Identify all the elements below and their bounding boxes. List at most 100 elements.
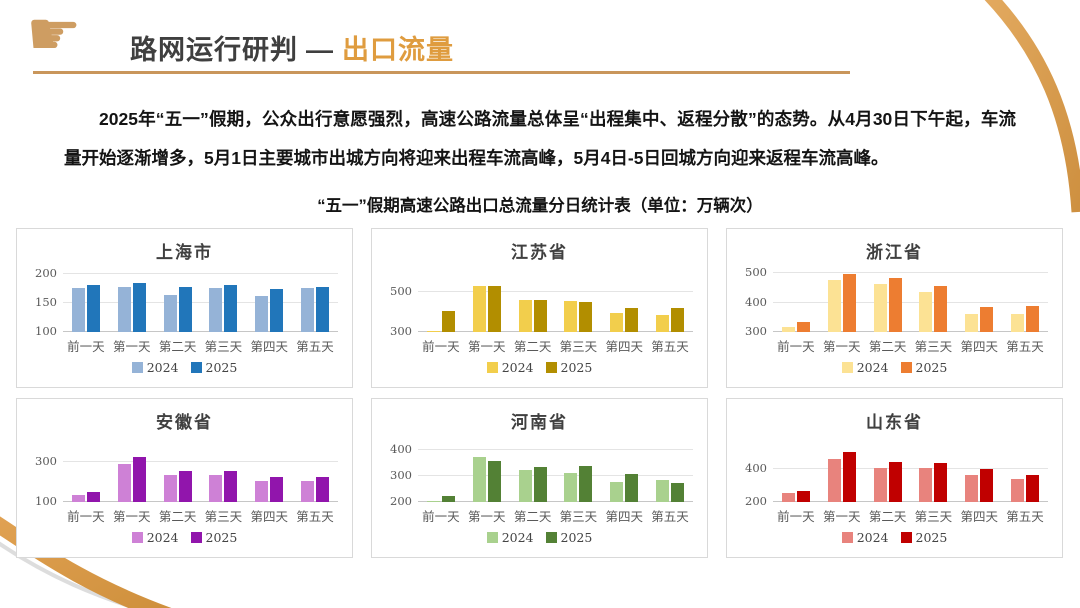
bar-2025-前一天	[87, 285, 100, 332]
bar-2024-第二天	[519, 470, 532, 502]
legend-swatch	[190, 532, 202, 543]
legend-swatch	[486, 362, 498, 373]
bar-2024-第五天	[656, 480, 669, 502]
legend-swatch	[545, 362, 557, 373]
gridline	[63, 302, 338, 303]
pointing-hand-icon: ☛	[26, 0, 82, 69]
bar-2025-第二天	[534, 467, 547, 502]
bar-2024-第五天	[1011, 479, 1024, 502]
x-axis-label: 第三天	[914, 510, 953, 524]
legend-swatch	[841, 532, 853, 543]
bar-2024-第二天	[164, 295, 177, 332]
legend-label: 2024	[501, 360, 534, 375]
legend-label: 2025	[560, 360, 593, 375]
bar-2024-第三天	[564, 473, 577, 502]
bar-2024-第二天	[874, 284, 887, 332]
bar-2024-第四天	[965, 475, 978, 502]
y-axis-tick: 100	[35, 324, 57, 338]
chart-legend: 2024 2025	[17, 360, 352, 375]
bar-2025-第五天	[671, 483, 684, 502]
legend-swatch	[900, 532, 912, 543]
x-axis-label: 第一天	[112, 340, 151, 354]
legend-item-2024: 2024	[486, 360, 534, 375]
chart-x-labels: 前一天 第一天 第二天 第三天 第四天 第五天	[63, 506, 338, 525]
x-axis-label: 第二天	[513, 340, 552, 354]
legend-item-2025: 2025	[900, 530, 948, 545]
y-axis-tick: 300	[745, 324, 767, 338]
bar-2025-第五天	[1026, 475, 1039, 502]
chart-plot: 300 400 500	[745, 266, 1048, 338]
x-axis-label: 第五天	[651, 510, 689, 524]
x-axis-label: 第二天	[158, 340, 197, 354]
chart-x-labels: 前一天 第一天 第二天 第三天 第四天 第五天	[773, 506, 1048, 525]
bar-2025-第三天	[934, 286, 947, 332]
chart-title: 上海市	[156, 243, 213, 262]
x-axis-label: 前一天	[67, 510, 105, 524]
legend-item-2024: 2024	[841, 530, 889, 545]
x-axis-label: 第二天	[868, 340, 907, 354]
legend-swatch	[131, 532, 143, 543]
bar-2025-第一天	[843, 452, 856, 502]
x-axis-label: 第五天	[651, 340, 689, 354]
y-axis-tick: 200	[35, 266, 57, 280]
legend-item-2025: 2025	[190, 360, 237, 375]
page-title-main: 路网运行研判	[130, 35, 298, 65]
chart-title: 山东省	[866, 413, 923, 432]
bar-2025-第二天	[889, 462, 902, 502]
bar-2025-第五天	[1026, 306, 1039, 332]
x-axis-label: 第四天	[960, 340, 998, 354]
bar-2024-第五天	[656, 315, 669, 332]
bar-2025-第二天	[889, 278, 902, 332]
gridline	[63, 273, 338, 274]
bar-2025-第四天	[270, 477, 283, 502]
x-axis-label: 第四天	[605, 510, 643, 524]
intro-paragraph: 2025年“五一”假期，公众出行意愿强烈，高速公路流量总体呈“出程集中、返程分散…	[64, 109, 1016, 168]
bar-2024-第三天	[209, 288, 222, 332]
y-axis-tick: 200	[745, 494, 767, 508]
bar-2025-第四天	[625, 308, 638, 332]
chart-x-labels: 前一天 第一天 第二天 第三天 第四天 第五天	[418, 336, 693, 355]
chart-card-shandong: 山东省 200 400 前一天 第一天 第二天 第三天 第四天 第五天 2024 2025	[726, 398, 1063, 558]
chart-legend: 2024 2025	[727, 360, 1062, 375]
bar-2025-前一天	[442, 496, 455, 502]
bar-2024-第五天	[301, 288, 314, 332]
chart-card-henan: 河南省 200 300 400 前一天 第一天 第二天 第三天 第四天 第五天 2024 202…	[371, 398, 708, 558]
gridline	[418, 501, 693, 502]
bar-2024-第一天	[118, 464, 131, 502]
bar-2025-第五天	[671, 308, 684, 332]
bar-2024-前一天	[72, 495, 85, 502]
bar-2024-第三天	[209, 475, 222, 502]
legend-label: 2025	[915, 530, 948, 545]
x-axis-label: 前一天	[67, 340, 105, 354]
chart-title: 安徽省	[156, 413, 213, 432]
legend-item-2025: 2025	[900, 360, 948, 375]
legend-label: 2025	[560, 530, 593, 545]
legend-item-2025: 2025	[545, 360, 593, 375]
chart-title: 江苏省	[511, 243, 568, 262]
bar-2025-第一天	[133, 283, 146, 332]
x-axis-label: 第三天	[204, 340, 243, 354]
chart-plot: 100 150 200	[35, 267, 338, 338]
legend-label: 2025	[915, 360, 948, 375]
gridline	[773, 272, 1048, 273]
gridline	[418, 331, 693, 332]
x-axis-label: 第三天	[559, 340, 598, 354]
chart-legend: 2024 2025	[727, 530, 1062, 545]
y-axis-tick: 500	[390, 284, 412, 298]
x-axis-label: 第四天	[605, 340, 643, 354]
x-axis-label: 第一天	[822, 510, 861, 524]
chart-legend: 2024 2025	[372, 360, 707, 375]
chart-card-anhui: 安徽省 100 300 前一天 第一天 第二天 第三天 第四天 第五天 2024 2025	[16, 398, 353, 558]
bar-2024-前一天	[427, 501, 440, 502]
legend-swatch	[486, 532, 498, 543]
x-axis-label: 第五天	[296, 340, 334, 354]
x-axis-label: 第一天	[467, 340, 506, 354]
x-axis-label: 前一天	[777, 340, 815, 354]
bar-2024-第五天	[1011, 314, 1024, 332]
bar-2024-第三天	[919, 292, 932, 332]
legend-swatch	[900, 362, 912, 373]
bar-2024-第五天	[301, 481, 314, 502]
page-title-accent: 出口流量	[342, 35, 454, 65]
legend-item-2024: 2024	[841, 360, 889, 375]
